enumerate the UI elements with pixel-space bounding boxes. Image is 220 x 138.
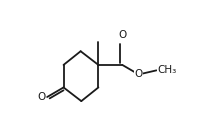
Text: CH₃: CH₃ bbox=[158, 65, 177, 75]
Text: O: O bbox=[38, 92, 46, 102]
Text: O: O bbox=[118, 30, 126, 40]
Text: O: O bbox=[135, 69, 143, 79]
